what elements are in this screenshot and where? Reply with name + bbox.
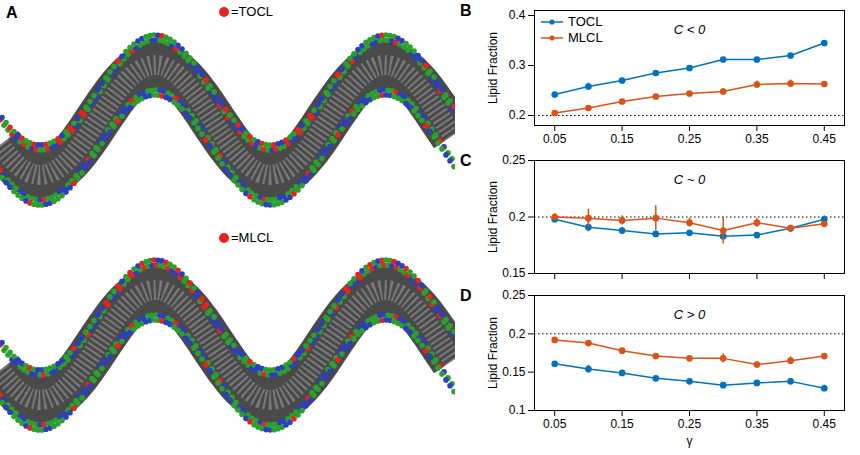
svg-text:Lipid Fraction: Lipid Fraction [486, 317, 500, 389]
svg-text:0.1: 0.1 [509, 403, 526, 417]
svg-text:C < 0: C < 0 [674, 22, 706, 37]
svg-text:0.25: 0.25 [502, 288, 526, 302]
html-text:MLCL: MLCL [568, 30, 603, 45]
svg-text:0.2: 0.2 [509, 108, 526, 122]
svg-text:0.2: 0.2 [509, 327, 526, 341]
svg-text:C ~ 0: C ~ 0 [674, 172, 706, 187]
html-text:C: C [460, 152, 472, 169]
svg-text:Lipid Fraction: Lipid Fraction [486, 181, 500, 253]
svg-text:0.35: 0.35 [745, 417, 769, 431]
svg-text:0.15: 0.15 [502, 266, 526, 280]
html-text:B: B [460, 2, 472, 19]
svg-text:γ: γ [687, 434, 693, 448]
svg-text:0.25: 0.25 [678, 417, 702, 431]
svg-text:0.05: 0.05 [543, 417, 567, 431]
svg-text:0.45: 0.45 [813, 132, 837, 146]
svg-text:0.3: 0.3 [509, 58, 526, 72]
svg-text:0.05: 0.05 [543, 132, 567, 146]
svg-text:=MLCL: =MLCL [231, 230, 273, 245]
html-text:TOCL: TOCL [568, 14, 603, 29]
svg-text:Lipid Fraction: Lipid Fraction [486, 32, 500, 104]
svg-text:0.35: 0.35 [745, 132, 769, 146]
svg-text:C > 0: C > 0 [674, 307, 706, 322]
svg-text:0.15: 0.15 [502, 365, 526, 379]
svg-text:0.4: 0.4 [509, 8, 526, 22]
svg-text:0.15: 0.15 [610, 417, 634, 431]
svg-text:0.25: 0.25 [502, 153, 526, 167]
svg-text:0.2: 0.2 [509, 210, 526, 224]
svg-text:0.25: 0.25 [678, 132, 702, 146]
svg-text:0.45: 0.45 [813, 417, 837, 431]
svg-text:=TOCL: =TOCL [231, 4, 273, 19]
html-text:D: D [460, 287, 472, 304]
svg-text:A: A [6, 4, 18, 21]
svg-text:0.15: 0.15 [610, 132, 634, 146]
